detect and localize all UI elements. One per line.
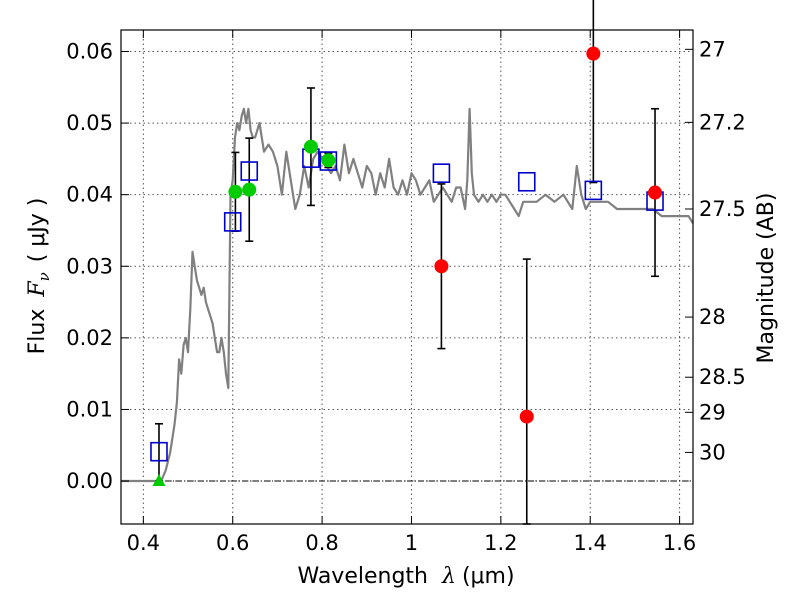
model-band-square [240, 161, 259, 181]
y-tick-label: 0.06 [66, 39, 113, 63]
y2-tick-label: 28.5 [699, 365, 746, 389]
y2-tick-label: 27.2 [699, 110, 746, 134]
y2-axis-title: Magnitude (AB) [754, 193, 779, 364]
y-tick-label: 0.03 [66, 254, 113, 278]
model-band-square [517, 171, 536, 192]
model-band-square [584, 180, 603, 201]
x-tick-label: 1.4 [574, 531, 607, 555]
y2-tick-label: 27.5 [699, 197, 746, 221]
y-tick-label: 0.02 [66, 326, 113, 350]
axes-layer [120, 29, 694, 525]
observed-flux-green-point [303, 139, 318, 154]
x-tick-label: 0.6 [216, 531, 249, 555]
spectrum-layer [121, 107, 694, 483]
x-tick-label: 0.4 [127, 531, 160, 555]
grid [121, 30, 693, 524]
model-band-square [432, 163, 451, 183]
marker-layer [150, 46, 664, 487]
y2-tick-label: 27 [699, 37, 726, 61]
tick-layer: 0.4 0.6 0.8 1 1.2 1.4 1.6 0.00 0.01 0.02 0.03 0.04 0… [66, 30, 746, 555]
model-band-square [150, 441, 168, 462]
observed-flux-red-point [434, 259, 449, 274]
upper-limit-triangle [152, 474, 166, 487]
y2-tick-label: 30 [699, 440, 726, 464]
x-axis-title: Wavelength λ (μm) [297, 564, 514, 589]
x-tick-label: 1.2 [484, 531, 517, 555]
observed-flux-red-point [648, 185, 663, 200]
observed-flux-green-point [242, 182, 257, 197]
observed-flux-green-point [321, 153, 336, 168]
x-tick-label: 1 [405, 531, 418, 555]
y2-tick-label: 28 [699, 305, 726, 329]
y-tick-label: 0.05 [66, 111, 113, 135]
y-tick-label: 0.00 [66, 469, 113, 493]
y2-tick-label: 29 [699, 400, 726, 424]
observed-flux-red-point [586, 46, 601, 61]
model-spectrum-line [121, 107, 694, 483]
x-tick-label: 1.6 [663, 531, 696, 555]
observed-flux-red-point [519, 409, 534, 424]
plot-frame [120, 29, 694, 525]
y-tick-label: 0.04 [66, 183, 113, 207]
y-axis-title: FluxFν( μJy ) [25, 198, 53, 355]
y-tick-label: 0.01 [66, 397, 113, 421]
model-band-square [319, 151, 338, 171]
observed-flux-green-point [228, 184, 243, 199]
model-band-square [223, 212, 242, 232]
x-tick-label: 0.8 [305, 531, 338, 555]
